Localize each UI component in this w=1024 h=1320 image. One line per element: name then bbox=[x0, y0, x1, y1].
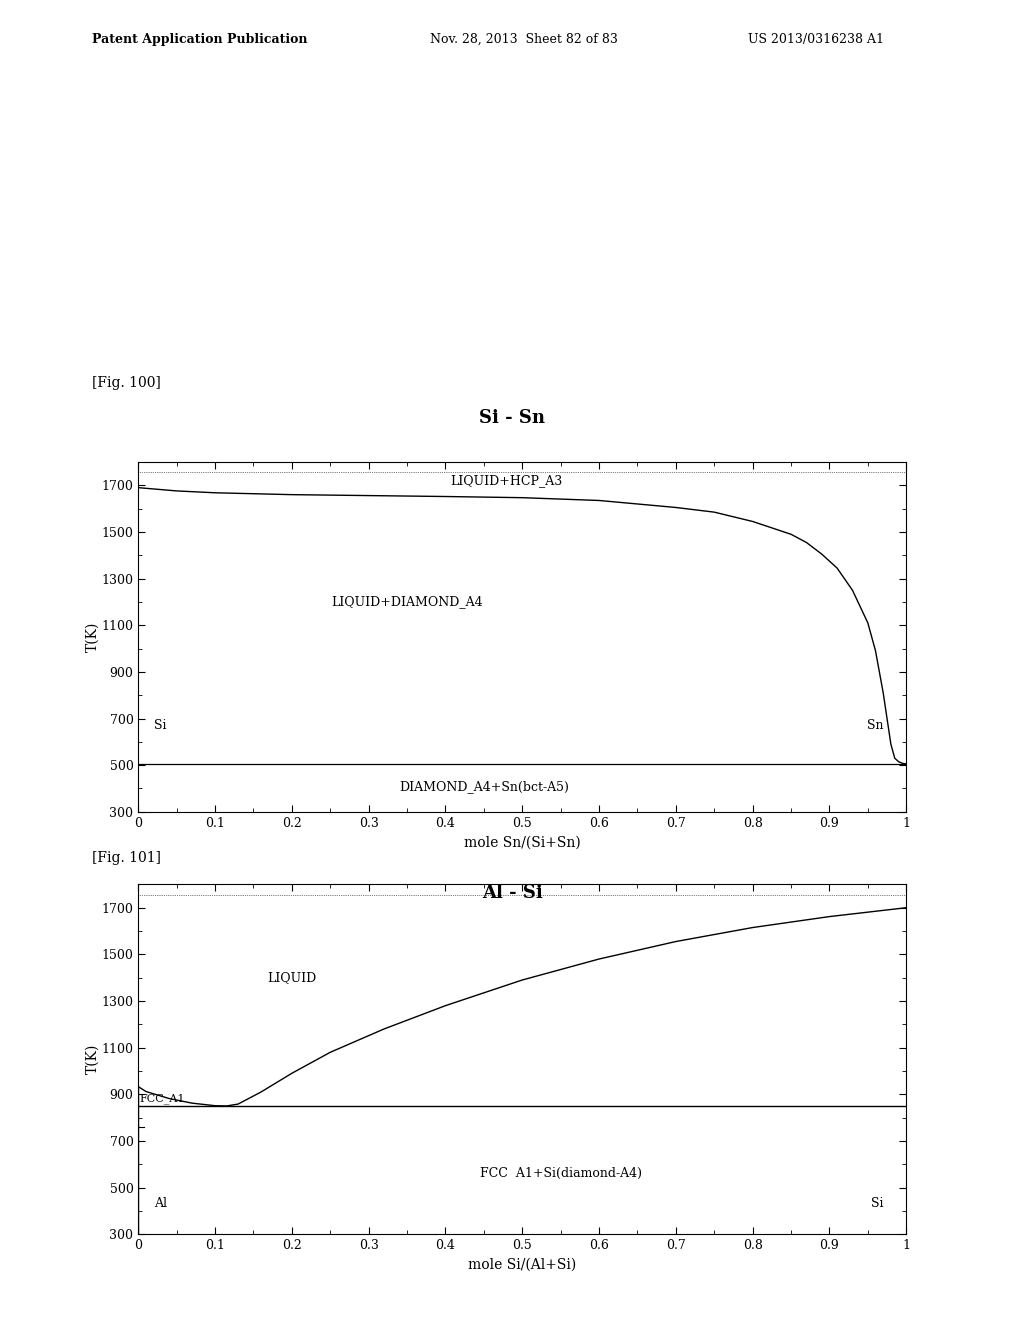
Text: Si: Si bbox=[154, 719, 166, 733]
Y-axis label: T(K): T(K) bbox=[86, 1044, 100, 1074]
Text: [Fig. 100]: [Fig. 100] bbox=[92, 376, 161, 391]
Text: FCC  A1+Si(diamond-A4): FCC A1+Si(diamond-A4) bbox=[479, 1167, 642, 1180]
Text: Si: Si bbox=[870, 1197, 883, 1210]
X-axis label: mole Sn/(Si+Sn): mole Sn/(Si+Sn) bbox=[464, 836, 581, 849]
Text: Al - Si: Al - Si bbox=[481, 884, 543, 903]
Text: US 2013/0316238 A1: US 2013/0316238 A1 bbox=[748, 33, 884, 46]
X-axis label: mole Si/(Al+Si): mole Si/(Al+Si) bbox=[468, 1258, 577, 1271]
Y-axis label: T(K): T(K) bbox=[86, 622, 100, 652]
Text: [Fig. 101]: [Fig. 101] bbox=[92, 851, 161, 866]
Text: FCC_A1: FCC_A1 bbox=[139, 1093, 185, 1104]
Text: Sn: Sn bbox=[866, 719, 883, 733]
Text: LIQUID: LIQUID bbox=[267, 972, 316, 985]
Text: Al: Al bbox=[154, 1197, 167, 1210]
Text: LIQUID+DIAMOND_A4: LIQUID+DIAMOND_A4 bbox=[331, 595, 483, 609]
Text: DIAMOND_A4+Sn(bct-A5): DIAMOND_A4+Sn(bct-A5) bbox=[399, 780, 568, 793]
Text: Patent Application Publication: Patent Application Publication bbox=[92, 33, 307, 46]
Text: LIQUID+HCP_A3: LIQUID+HCP_A3 bbox=[451, 475, 563, 487]
Text: Si - Sn: Si - Sn bbox=[479, 409, 545, 428]
Text: Nov. 28, 2013  Sheet 82 of 83: Nov. 28, 2013 Sheet 82 of 83 bbox=[430, 33, 617, 46]
